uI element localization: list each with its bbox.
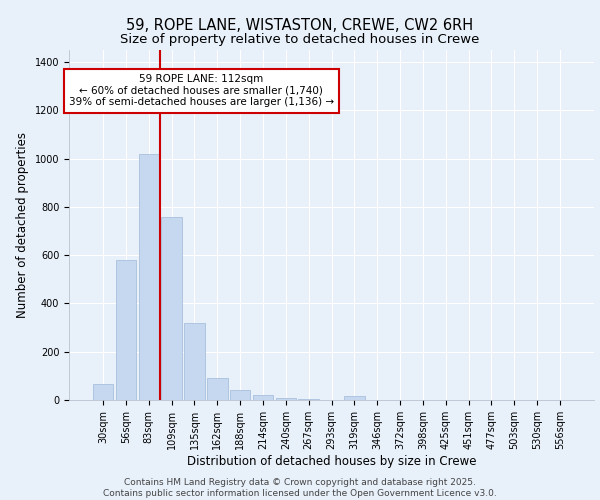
Bar — [344, 396, 365, 400]
Bar — [184, 323, 205, 400]
Bar — [161, 216, 182, 400]
Text: 59, ROPE LANE, WISTASTON, CREWE, CW2 6RH: 59, ROPE LANE, WISTASTON, CREWE, CW2 6RH — [127, 18, 473, 32]
X-axis label: Distribution of detached houses by size in Crewe: Distribution of detached houses by size … — [187, 454, 476, 468]
Bar — [253, 395, 273, 400]
Bar — [230, 390, 250, 400]
Y-axis label: Number of detached properties: Number of detached properties — [16, 132, 29, 318]
Bar — [275, 398, 296, 400]
Bar — [207, 378, 227, 400]
Bar — [139, 154, 159, 400]
Bar — [116, 260, 136, 400]
Text: Contains HM Land Registry data © Crown copyright and database right 2025.
Contai: Contains HM Land Registry data © Crown c… — [103, 478, 497, 498]
Bar — [298, 399, 319, 400]
Text: Size of property relative to detached houses in Crewe: Size of property relative to detached ho… — [121, 32, 479, 46]
Bar — [93, 384, 113, 400]
Text: 59 ROPE LANE: 112sqm
← 60% of detached houses are smaller (1,740)
39% of semi-de: 59 ROPE LANE: 112sqm ← 60% of detached h… — [69, 74, 334, 108]
